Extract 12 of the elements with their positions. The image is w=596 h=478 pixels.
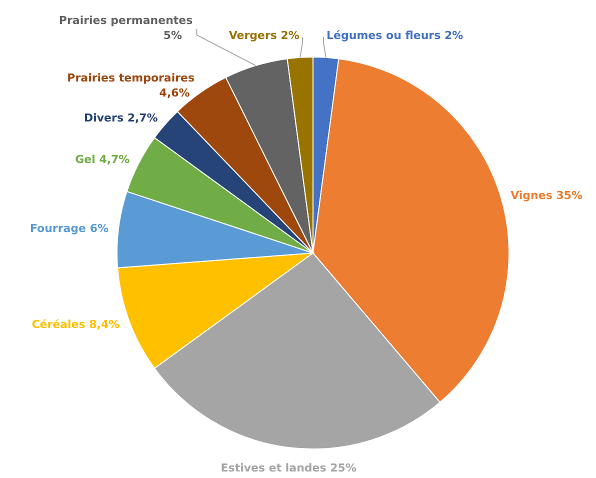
slice-label: Prairies permanentes — [58, 14, 194, 26]
slice-label: Prairies temporaires — [67, 70, 196, 84]
slice-label: Fourrage 6% — [30, 221, 109, 234]
data-label: 5% — [163, 28, 182, 42]
slice-label: Vignes 35% — [510, 188, 583, 202]
slice-label: Gel 4,7% — [75, 152, 130, 166]
slice-label: Estives et landes 25% — [220, 461, 356, 474]
data-label: 4,6% — [159, 86, 190, 99]
slice-label: Divers 2,7% — [84, 110, 158, 124]
slice-label: Vergers 2% — [228, 28, 300, 42]
slice-label: Légumes ou fleurs 2% — [326, 28, 464, 42]
slice-label: Céréales 8,4% — [32, 318, 120, 331]
